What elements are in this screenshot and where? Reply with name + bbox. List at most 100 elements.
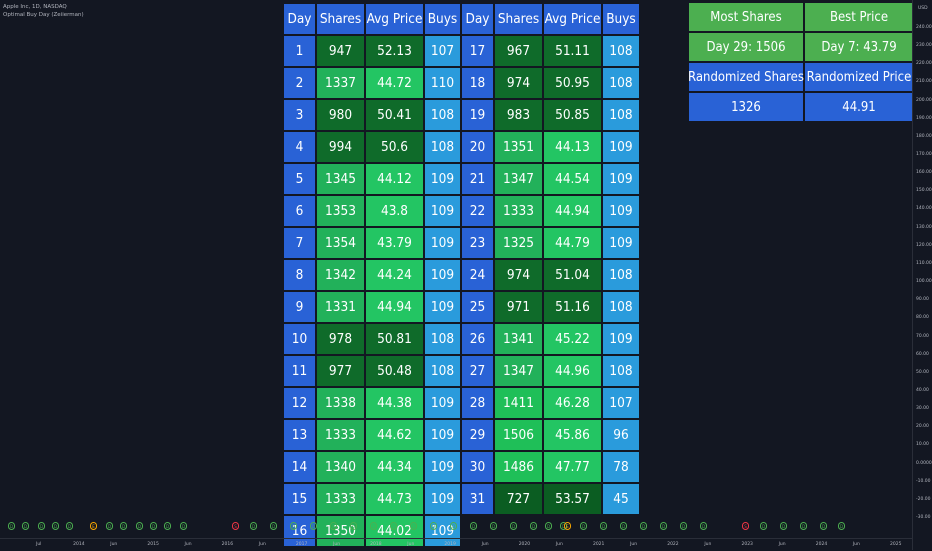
cell-avg-price: 50.85 [544, 100, 601, 130]
cell-day: 22 [462, 196, 493, 226]
cell-day: 20 [462, 132, 493, 162]
cell-buys: 109 [603, 324, 639, 354]
event-badge[interactable]: D [470, 522, 477, 530]
cell-day: 16 [284, 516, 315, 546]
event-badge[interactable]: D [136, 522, 143, 530]
price-tick: 200.00 [916, 97, 932, 103]
cell-avg-price: 44.12 [366, 164, 423, 194]
cell-shares: 1337 [317, 68, 364, 98]
cell-day: 13 [284, 420, 315, 450]
indicator-title[interactable]: Optimal Buy Day (Zeiierman) [3, 12, 84, 18]
time-label: 2018 [370, 542, 382, 547]
event-badge[interactable]: D [580, 522, 587, 530]
event-badge[interactable]: D [530, 522, 537, 530]
event-badge[interactable]: D [640, 522, 647, 530]
header-shares-right: Shares [495, 4, 542, 34]
header-avg-price-right: Avg Price [544, 4, 601, 34]
cell-avg-price: 51.16 [544, 292, 601, 322]
time-axis[interactable]: Jul 2014 Jun 2015 Jun 2016 Jun 2017 Jun 2018 Jun 20… [0, 538, 912, 551]
cell-shares: 971 [495, 292, 542, 322]
event-badge[interactable]: D [700, 522, 707, 530]
event-badge[interactable]: D [660, 522, 667, 530]
event-badge[interactable]: D [66, 522, 73, 530]
event-badge[interactable]: D [450, 522, 457, 530]
cell-buys: 108 [603, 68, 639, 98]
event-badge[interactable]: S [232, 522, 239, 530]
event-badge[interactable]: D [270, 522, 277, 530]
event-badge[interactable]: D [150, 522, 157, 530]
event-badge[interactable]: D [760, 522, 767, 530]
event-badge[interactable]: S [742, 522, 749, 530]
event-badge[interactable]: D [600, 522, 607, 530]
event-badge[interactable]: D [410, 522, 417, 530]
event-badge[interactable]: D [330, 522, 337, 530]
cell-day: 26 [462, 324, 493, 354]
event-badge[interactable]: D [310, 522, 317, 530]
cell-day: 1 [284, 36, 315, 66]
event-badge[interactable]: D [290, 522, 297, 530]
time-label: Jun [481, 542, 489, 547]
time-label: 2020 [518, 542, 531, 547]
cell-avg-price: 44.13 [544, 132, 601, 162]
best-price-header: Best Price [805, 3, 913, 31]
event-badge[interactable]: D [680, 522, 687, 530]
price-tick: 240.00 [916, 25, 932, 30]
price-tick: 100.00 [916, 279, 932, 285]
cell-buys: 109 [425, 164, 460, 194]
cell-shares: 1340 [317, 452, 364, 482]
event-badge[interactable]: D [164, 522, 171, 530]
cell-day: 5 [284, 164, 315, 194]
price-tick: -10.00 [916, 478, 931, 484]
event-badge[interactable]: D [370, 522, 377, 530]
price-axis[interactable]: USD 240.00 230.00 220.00 210.00 200.00 190.00… [912, 0, 932, 550]
price-tick: 90.00 [916, 297, 929, 303]
event-badge[interactable]: D [490, 522, 497, 530]
cell-day: 27 [462, 356, 493, 386]
cell-avg-price: 45.22 [544, 324, 601, 354]
cell-day: 7 [284, 228, 315, 258]
event-badge[interactable]: D [390, 522, 397, 530]
price-tick: 20.00 [916, 424, 929, 430]
cell-day: 9 [284, 292, 315, 322]
time-label: Jul [36, 542, 42, 547]
event-badge[interactable]: D [8, 522, 15, 530]
event-badge[interactable]: D [820, 522, 827, 530]
cell-avg-price: 43.8 [366, 196, 423, 226]
cell-avg-price: 44.73 [366, 484, 423, 514]
time-label: Jun [184, 542, 192, 547]
event-badge[interactable]: D [838, 522, 845, 530]
cell-day: 23 [462, 228, 493, 258]
event-badge[interactable]: D [350, 522, 357, 530]
event-badge[interactable]: E [564, 522, 571, 530]
event-badge[interactable]: D [22, 522, 29, 530]
event-badge[interactable]: D [106, 522, 113, 530]
cell-avg-price: 50.95 [544, 68, 601, 98]
event-badge[interactable]: D [250, 522, 257, 530]
price-tick: 220.00 [916, 61, 932, 67]
cell-day: 29 [462, 420, 493, 450]
event-badge[interactable]: D [180, 522, 187, 530]
cell-day: 18 [462, 68, 493, 98]
summary-table: Most Shares Best Price Day 29: 1506 Day … [688, 3, 913, 121]
randomized-price-value: 44.91 [805, 93, 913, 121]
time-label: Jun [333, 542, 341, 547]
price-tick: 180.00 [916, 133, 932, 139]
cell-day: 31 [462, 484, 493, 514]
event-badge[interactable]: D [545, 522, 552, 530]
event-badge[interactable]: D [430, 522, 437, 530]
event-badge[interactable]: D [510, 522, 517, 530]
event-badge[interactable]: D [120, 522, 127, 530]
cell-buys: 108 [603, 100, 639, 130]
cell-buys: 109 [425, 420, 460, 450]
event-badge[interactable]: E [90, 522, 97, 530]
event-badge[interactable]: D [780, 522, 787, 530]
event-badge[interactable]: D [38, 522, 45, 530]
symbol-title[interactable]: Apple Inc, 1D, NASDAQ [3, 4, 67, 10]
event-badge[interactable]: D [52, 522, 59, 530]
event-badge[interactable]: D [620, 522, 627, 530]
event-badge[interactable]: D [800, 522, 807, 530]
currency-label[interactable]: USD [918, 6, 928, 11]
time-label: 2025 [890, 542, 902, 547]
cell-buys: 109 [425, 484, 460, 514]
